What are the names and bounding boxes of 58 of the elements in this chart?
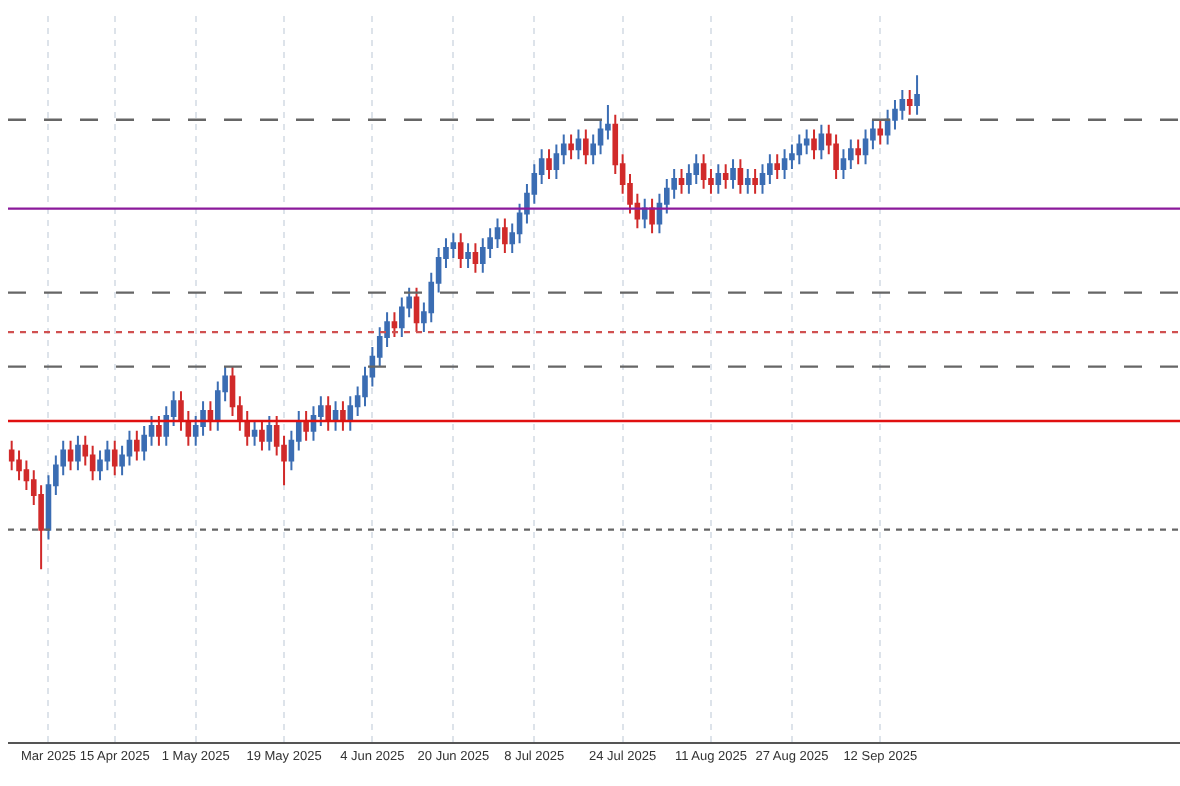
- candlestick: [818, 123, 825, 161]
- candlestick: [700, 153, 707, 190]
- candlestick: [803, 128, 810, 156]
- candlestick: [789, 143, 795, 171]
- candlestick: [494, 217, 501, 250]
- candlestick: [472, 242, 479, 274]
- candlestick: [303, 410, 309, 442]
- candlestick: [134, 429, 140, 462]
- candlestick: [811, 128, 817, 161]
- candlestick: [722, 163, 729, 190]
- candlestick: [126, 429, 133, 467]
- candlestick: [583, 128, 589, 166]
- candlestick: [781, 148, 788, 180]
- candlestick: [413, 286, 420, 334]
- candlestick: [641, 197, 648, 230]
- candlestick: [399, 296, 405, 339]
- candlestick: [89, 444, 96, 482]
- candlestick: [67, 439, 74, 472]
- candlestick: [575, 128, 582, 161]
- candlestick: [744, 168, 751, 195]
- candlestick: [568, 133, 574, 161]
- candlestick: [877, 118, 884, 146]
- candlestick: [914, 74, 920, 116]
- candlestick: [156, 415, 162, 447]
- candlestick: [251, 419, 258, 447]
- candlestick: [259, 419, 265, 452]
- candlestick: [391, 311, 398, 339]
- candlestick: [546, 148, 552, 180]
- candlestick: [332, 400, 339, 432]
- candlestick: [678, 168, 685, 195]
- candlestick: [457, 232, 464, 269]
- candlestick: [325, 395, 331, 432]
- candlestick: [862, 128, 869, 166]
- candlestick: [340, 400, 346, 432]
- candlestick: [207, 400, 214, 432]
- candlestick: [855, 138, 861, 166]
- candlestick: [266, 415, 273, 452]
- candlestick: [730, 158, 736, 190]
- candlestick: [502, 217, 508, 255]
- candlestick: [737, 158, 744, 195]
- candlestick: [104, 439, 111, 472]
- candlestick: [465, 242, 471, 269]
- candlestick: [833, 133, 839, 180]
- candlestick: [715, 163, 722, 195]
- candlestick: [848, 138, 854, 171]
- candlestick: [16, 449, 22, 482]
- candlestick: [8, 439, 15, 472]
- candlestick: [553, 143, 560, 180]
- candlestick: [752, 168, 758, 195]
- candlestick: [75, 434, 81, 472]
- candlestick: [774, 153, 781, 180]
- candlestick: [884, 108, 891, 146]
- candlestick: [141, 424, 147, 462]
- candlestick: [649, 197, 655, 235]
- candlestick: [796, 133, 803, 166]
- candlestick: [111, 439, 118, 477]
- candlestick: [906, 89, 913, 116]
- candlestick: [97, 449, 103, 482]
